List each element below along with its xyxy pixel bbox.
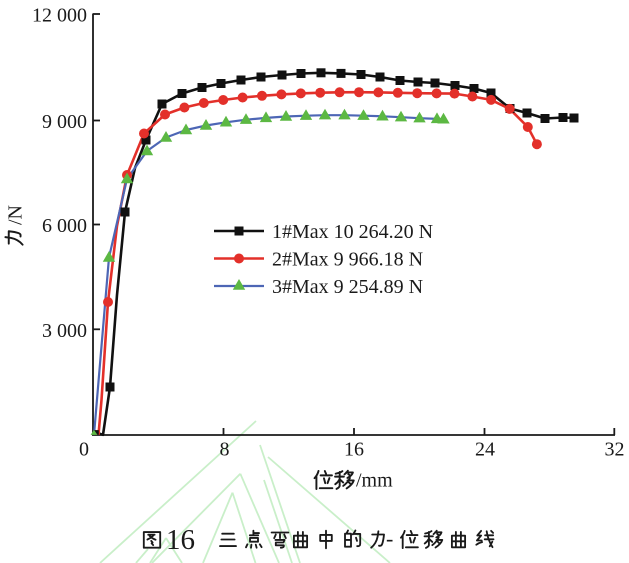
svg-text:16: 16	[166, 524, 195, 556]
svg-text:3 000: 3 000	[42, 320, 87, 342]
svg-text:6 000: 6 000	[42, 215, 87, 237]
svg-text:16: 16	[344, 439, 364, 461]
svg-text:3#Max 9 254.89 N: 3#Max 9 254.89 N	[272, 276, 423, 298]
svg-text:24: 24	[475, 439, 495, 461]
svg-text:/mm: /mm	[356, 470, 393, 492]
svg-text:2#Max 9 966.18 N: 2#Max 9 966.18 N	[272, 249, 423, 271]
svg-text:32: 32	[605, 439, 625, 461]
svg-text:-: -	[386, 526, 393, 551]
svg-text:0: 0	[79, 439, 89, 461]
svg-text:1#Max 10 264.20 N: 1#Max 10 264.20 N	[272, 221, 433, 243]
svg-text:9 000: 9 000	[42, 111, 87, 133]
svg-text:8: 8	[220, 439, 230, 461]
svg-text:/N: /N	[5, 205, 27, 225]
svg-text:12 000: 12 000	[32, 5, 87, 27]
